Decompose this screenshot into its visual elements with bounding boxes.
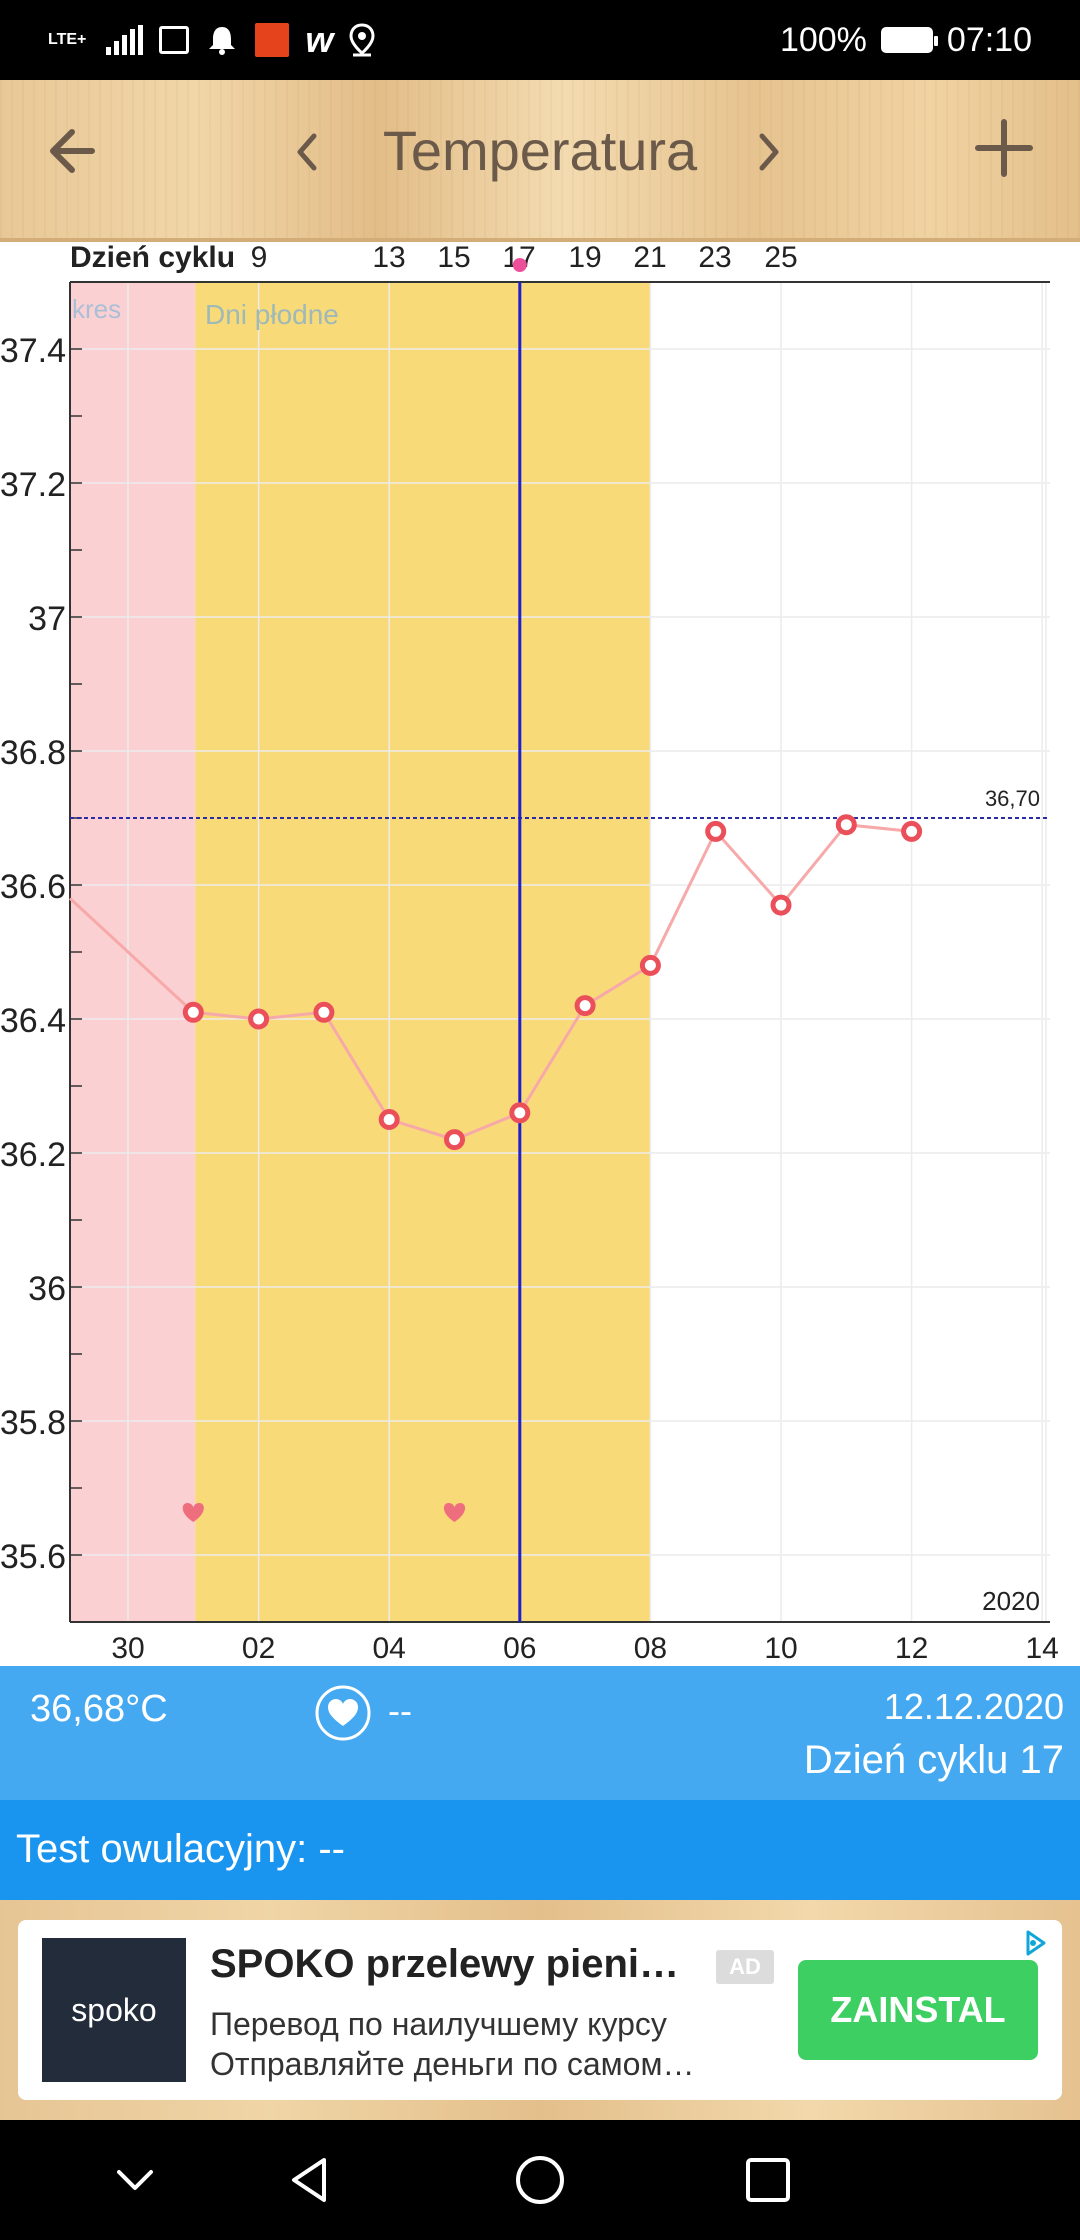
x-tick-label: 08 [634, 1632, 667, 1665]
back-triangle-icon[interactable] [280, 2150, 340, 2210]
temperature-point-day-08 [639, 954, 661, 976]
temperature-point-day-10 [770, 894, 792, 916]
year-label: 2020 [982, 1586, 1040, 1616]
y-tick-label: 35.8 [0, 1404, 66, 1442]
cycle-day: Dzień cyklu 17 [803, 1738, 1064, 1782]
arrow-left-icon[interactable] [44, 116, 114, 186]
status-icons: LTE+ w [48, 18, 375, 62]
temperature-value: 36,68°C [30, 1688, 168, 1730]
x-tick-label: 02 [242, 1632, 275, 1665]
cover-line-label: 36,70 [985, 786, 1040, 811]
ad-logo[interactable]: spoko [42, 1938, 186, 2082]
wood-texture [0, 80, 1080, 238]
battery-icon [880, 27, 938, 53]
x-tick-label: 04 [373, 1632, 406, 1665]
day-info-bar[interactable]: 36,68°C -- 12.12.2020 Dzień cyklu 17 [0, 1666, 1080, 1800]
y-tick-label: 36.6 [0, 868, 66, 906]
temperature-point-day-04 [378, 1109, 400, 1130]
ad-banner: spoko SPOKO przelewy pienię… AD Перевод … [0, 1900, 1080, 2120]
cycle-day-tick: 15 [437, 241, 470, 274]
ad-description-line1: Перевод по наилучшему курсу [210, 2006, 667, 2042]
cycle-day-axis-label: Dzień cyklu [70, 241, 235, 274]
cycle-day-tick: 9 [251, 241, 268, 274]
alarm-icon [209, 27, 236, 55]
clock: 07:10 [946, 20, 1032, 59]
temperature-point-day-05 [444, 1129, 465, 1151]
temperature-point-day-06 [509, 1102, 531, 1124]
temperature-point-day-09 [705, 820, 727, 842]
battery-percent: 100% [779, 20, 867, 59]
intercourse-value: -- [388, 1690, 412, 1731]
heart-marker-icon [443, 1503, 466, 1522]
chevron-right-icon[interactable] [752, 122, 786, 182]
x-tick-label: 14 [1026, 1632, 1059, 1665]
temperature-chart[interactable]: 37.4 37.2 37 36.8 36.6 36.4 36.2 36 35.8 35.6 30 02… [0, 240, 1080, 1666]
temperature-point-day-11 [835, 814, 857, 836]
plus-icon[interactable] [972, 116, 1036, 180]
ovulation-marker [512, 258, 527, 272]
chart-axes [69, 281, 1050, 1623]
ad-title[interactable]: SPOKO przelewy pienię… [210, 1942, 700, 1986]
period-band [70, 282, 196, 1622]
location-icon [349, 23, 375, 57]
ad-card[interactable]: spoko SPOKO przelewy pienię… AD Перевод … [18, 1920, 1062, 2100]
y-tick-label: 37 [28, 600, 66, 638]
fertile-band [195, 282, 651, 1622]
temperature-point-day-07 [574, 995, 596, 1017]
temperature-point-day-03 [313, 1001, 335, 1023]
status-right: 100% 07:10 [780, 18, 1032, 62]
status-bar: LTE+ w 100% 07:10 [0, 0, 1080, 80]
calendar-icon [159, 26, 190, 54]
home-circle-icon[interactable] [510, 2150, 570, 2210]
y-tick-label: 36.2 [0, 1136, 66, 1174]
aliexpress-icon [255, 23, 290, 57]
chevron-down-icon[interactable] [105, 2150, 165, 2210]
temperature-point-day-12 [901, 820, 923, 842]
ovulation-test-label: Test owulacyjny: -- [16, 1827, 345, 1871]
y-tick-label: 37.4 [0, 332, 66, 370]
chevron-left-icon[interactable] [290, 122, 324, 182]
ad-description-line2: Отправляйте деньги по самом… [210, 2046, 695, 2082]
cycle-day-tick: 23 [698, 241, 731, 274]
heart-marker-icon [182, 1503, 204, 1522]
signal-icon [106, 25, 144, 55]
recents-square-icon[interactable] [738, 2150, 798, 2210]
cycle-day-tick: 25 [764, 241, 797, 274]
y-tick-label: 37.2 [0, 466, 66, 504]
y-tick-label: 36 [28, 1270, 66, 1308]
phase-bands [70, 282, 651, 1622]
ovulation-test-bar[interactable]: Test owulacyjny: -- [0, 1800, 1080, 1900]
network-type: LTE+ [48, 31, 87, 48]
heart-circle-icon[interactable] [314, 1684, 372, 1742]
y-tick-label: 35.6 [0, 1538, 66, 1576]
selected-date: 12.12.2020 [883, 1686, 1064, 1727]
cycle-day-tick: 13 [372, 241, 405, 274]
w-app-icon: w [305, 19, 334, 60]
ad-install-button[interactable]: ZAINSTAL [798, 1960, 1038, 2060]
x-tick-label: 30 [111, 1632, 144, 1665]
cycle-day-tick: 21 [633, 241, 666, 274]
y-tick-label: 36.8 [0, 734, 66, 772]
temperature-point-day-01 [182, 1001, 204, 1023]
temperature-point-day-02 [248, 1008, 270, 1030]
x-tick-label: 12 [895, 1632, 928, 1665]
x-tick-label: 06 [503, 1632, 536, 1665]
system-nav-bar [0, 2120, 1080, 2240]
app-header: Temperatura [0, 80, 1080, 242]
fertile-label: Dni płodne [205, 299, 339, 330]
page-title: Temperatura [382, 119, 698, 182]
period-label: kres [72, 294, 121, 324]
cycle-day-tick: 19 [568, 241, 601, 274]
adchoices-icon[interactable] [1020, 1928, 1050, 1958]
temperature-series [68, 258, 1050, 1622]
y-tick-label: 36.4 [0, 1002, 66, 1040]
x-tick-label: 10 [764, 1632, 797, 1665]
ad-badge: AD [716, 1950, 774, 1984]
